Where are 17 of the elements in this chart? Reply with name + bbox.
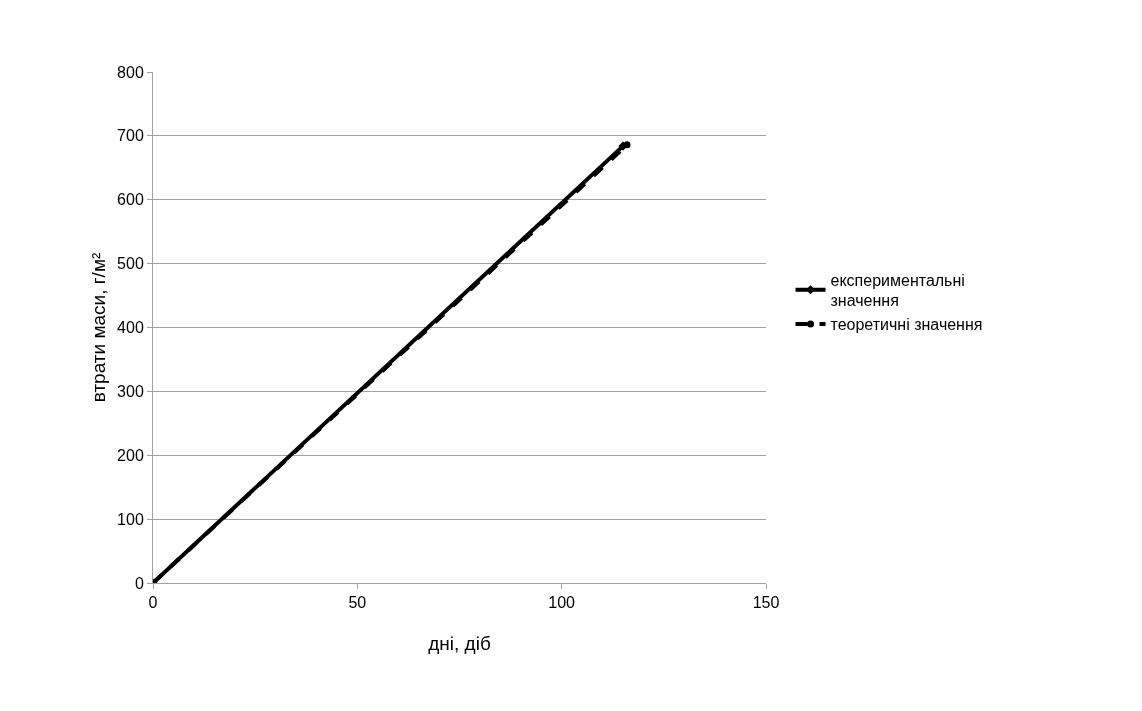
x-axis-title: дні, діб — [428, 633, 491, 654]
y-tick-label: 300 — [117, 382, 144, 400]
x-tick-label: 150 — [752, 594, 780, 612]
y-tick-label: 800 — [117, 63, 144, 81]
y-tick-label: 500 — [117, 255, 144, 273]
y-tick-label: 700 — [117, 127, 144, 145]
y-tick-label: 400 — [117, 319, 144, 337]
y-axis-title: втрати маси, г/м² — [88, 252, 109, 403]
point — [623, 141, 631, 149]
x-tick-label: 0 — [148, 594, 158, 612]
y-tick-label: 200 — [117, 446, 144, 464]
x-tick-label: 50 — [348, 594, 367, 612]
y-tick-label: 600 — [117, 191, 144, 209]
y-tick-label: 100 — [117, 510, 144, 528]
legend-label: теоретичні значення — [830, 316, 983, 334]
x-tick-label: 100 — [548, 594, 576, 612]
y-tick-label: 0 — [134, 574, 144, 592]
